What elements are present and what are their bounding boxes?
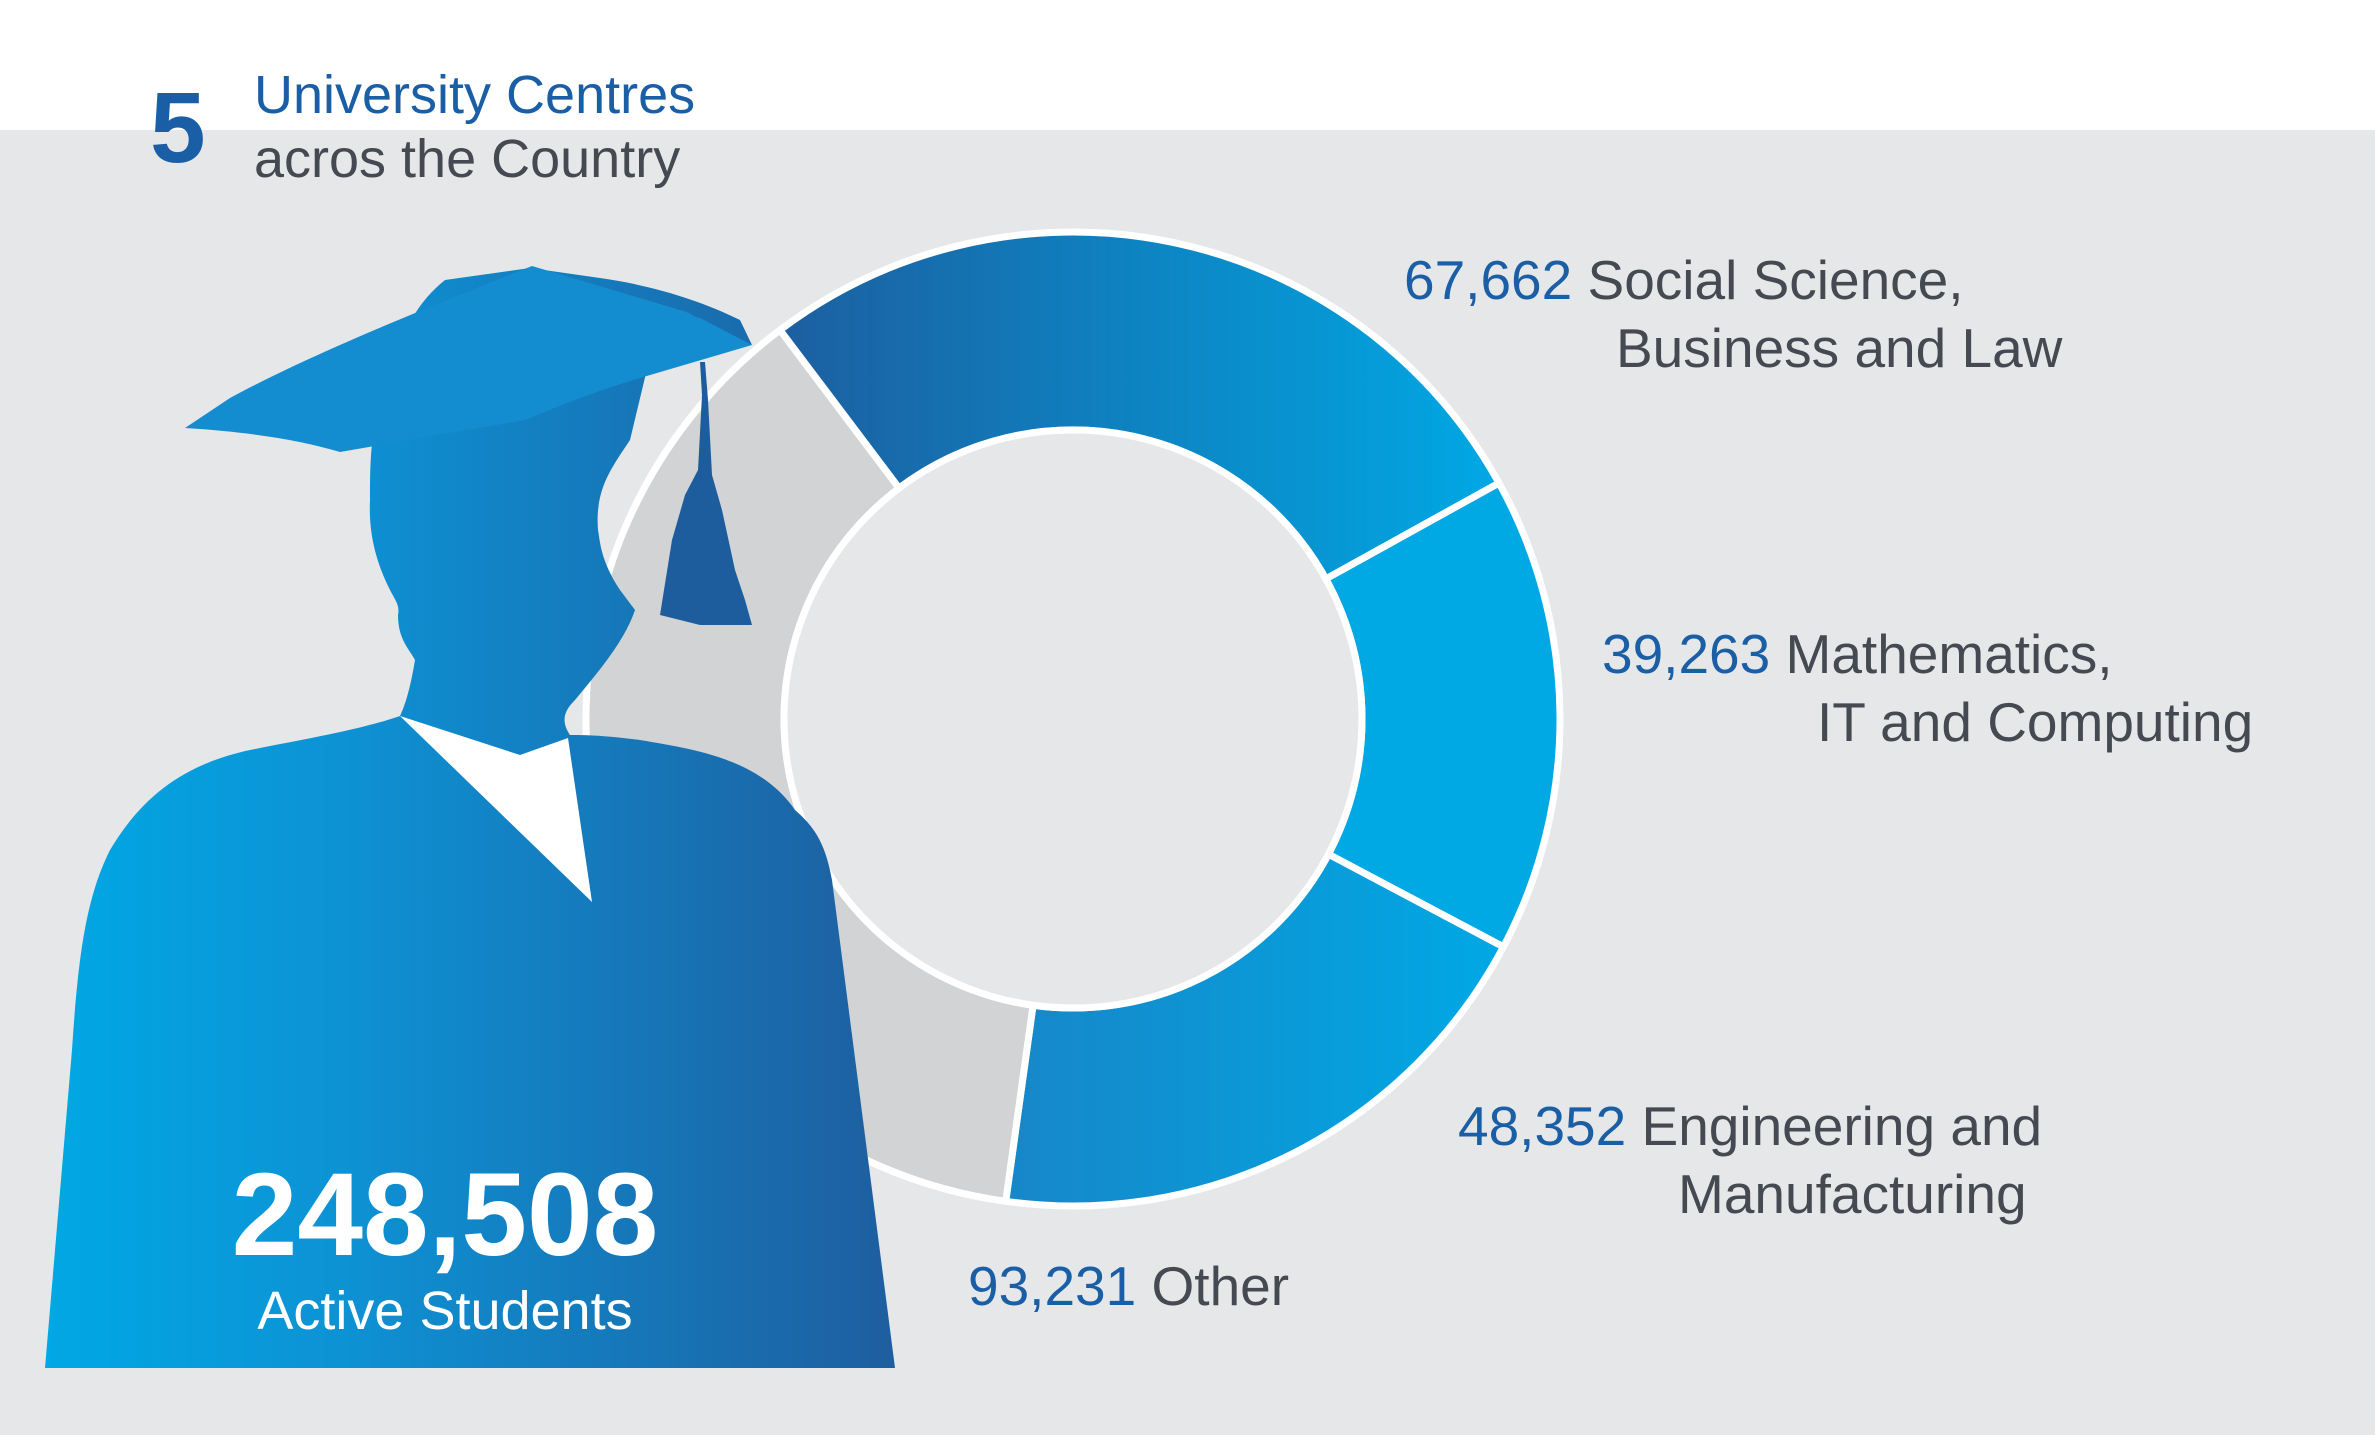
total-students-label: Active Students [257,1281,633,1341]
mortarboard-cap [185,266,752,452]
graduate-icon [45,266,895,1368]
tassel [660,362,752,625]
centres-count: 5 [150,72,206,184]
gown-collar [400,716,592,902]
slice-category: Engineering and [1641,1095,2043,1157]
total-students: 248,508 Active Students [90,1150,800,1342]
slice-category: Social Science, [1587,249,1964,311]
slice-value: 39,263 [1602,623,1771,685]
slice-category-line2: IT and Computing [1817,691,2254,753]
graduate-body [45,268,895,1368]
centres-subtitle: acros the Country [254,129,681,189]
total-students-value: 248,508 [231,1149,659,1281]
slice-value: 48,352 [1458,1095,1627,1157]
centres-header: 5 University Centres acros the Country [150,58,850,198]
slice-category: Mathematics, [1785,623,2113,685]
slice-label-social-science: 67,662 Social Science, Business and Law [1404,246,2062,382]
slice-value: 93,231 [968,1255,1137,1317]
slice-category: Other [1151,1255,1290,1317]
slice-label-other: 93,231 Other [968,1252,1289,1320]
donut-hole [780,426,1366,1012]
slice-label-mathematics: 39,263 Mathematics, IT and Computing [1602,620,2253,756]
slice-category-line2: Manufacturing [1678,1163,2027,1225]
slice-category-line2: Business and Law [1616,317,2063,379]
slice-label-engineering: 48,352 Engineering and Manufacturing [1458,1092,2042,1228]
centres-title: University Centres [254,65,696,125]
slice-value: 67,662 [1404,249,1573,311]
